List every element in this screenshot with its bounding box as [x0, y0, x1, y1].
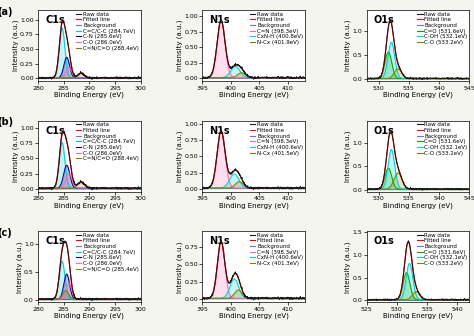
Y-axis label: Intensity (a.u.): Intensity (a.u.)	[345, 241, 351, 293]
X-axis label: Binding Energy (eV): Binding Energy (eV)	[55, 203, 124, 209]
X-axis label: Binding Energy (eV): Binding Energy (eV)	[383, 92, 453, 98]
Text: (c): (c)	[0, 227, 11, 238]
Text: C1s: C1s	[45, 236, 65, 246]
Text: O1s: O1s	[374, 15, 394, 25]
Legend: Raw data, Fitted line, Background, C=O (531.6eV), C-OH (532.1eV), C-O (533.2eV): Raw data, Fitted line, Background, C=O (…	[417, 232, 468, 267]
Legend: Raw data, Fitted line, Background, C=N (398.3eV), CxN-H (400.8eV), N-Cx (401.9eV: Raw data, Fitted line, Background, C=N (…	[249, 11, 304, 46]
Y-axis label: Intensity (a.u.): Intensity (a.u.)	[12, 20, 18, 72]
Y-axis label: Intensity (a.u.): Intensity (a.u.)	[345, 130, 351, 182]
X-axis label: Binding Energy (eV): Binding Energy (eV)	[219, 203, 289, 209]
Y-axis label: Intensity (a.u.): Intensity (a.u.)	[16, 241, 23, 293]
Text: C1s: C1s	[45, 126, 65, 136]
Text: C1s: C1s	[45, 15, 65, 25]
Y-axis label: Intensity (a.u.): Intensity (a.u.)	[176, 20, 183, 72]
X-axis label: Binding Energy (eV): Binding Energy (eV)	[55, 313, 124, 320]
X-axis label: Binding Energy (eV): Binding Energy (eV)	[55, 92, 124, 98]
Legend: Raw data, Fitted line, Background, C=C/C-C (284.7eV), C-N (285.6eV), C-O (286.0e: Raw data, Fitted line, Background, C=C/C…	[75, 232, 139, 272]
Text: O1s: O1s	[374, 236, 394, 246]
Y-axis label: Intensity (a.u.): Intensity (a.u.)	[176, 241, 183, 293]
Legend: Raw data, Fitted line, Background, C=O (531.6eV), C-OH (532.1eV), C-O (533.2eV): Raw data, Fitted line, Background, C=O (…	[417, 122, 468, 156]
Text: N1s: N1s	[210, 126, 230, 136]
Legend: Raw data, Fitted line, Background, C=N (398.3eV), CxN-H (400.6eV), N-Cx (401.3eV: Raw data, Fitted line, Background, C=N (…	[249, 232, 304, 267]
Legend: Raw data, Fitted line, Background, C=C/C-C (284.7eV), C-N (285.6eV), C-O (286.0e: Raw data, Fitted line, Background, C=C/C…	[75, 122, 139, 162]
Text: (a): (a)	[0, 6, 12, 16]
Legend: Raw data, Fitted line, Background, C=N (398.3eV), CxN-H (400.6eV), N-Cx (401.5eV: Raw data, Fitted line, Background, C=N (…	[249, 122, 304, 156]
Y-axis label: Intensity (a.u.): Intensity (a.u.)	[12, 130, 18, 182]
Text: (b): (b)	[0, 117, 13, 127]
Legend: Raw data, Fitted line, Background, C=O (531.6eV), C-OH (532.1eV), C-O (533.2eV): Raw data, Fitted line, Background, C=O (…	[417, 11, 468, 46]
Text: N1s: N1s	[210, 236, 230, 246]
Legend: Raw data, Fitted line, Background, C=C/C-C (284.7eV), C-N (285.6eV), C-O (286.0e: Raw data, Fitted line, Background, C=C/C…	[75, 11, 139, 51]
X-axis label: Binding Energy (eV): Binding Energy (eV)	[383, 203, 453, 209]
Y-axis label: Intensity (a.u.): Intensity (a.u.)	[345, 20, 351, 72]
Text: N1s: N1s	[210, 15, 230, 25]
Y-axis label: Intensity (a.u.): Intensity (a.u.)	[176, 130, 183, 182]
Text: O1s: O1s	[374, 126, 394, 136]
X-axis label: Binding Energy (eV): Binding Energy (eV)	[219, 313, 289, 320]
X-axis label: Binding Energy (eV): Binding Energy (eV)	[219, 92, 289, 98]
X-axis label: Binding Energy (eV): Binding Energy (eV)	[383, 313, 453, 320]
